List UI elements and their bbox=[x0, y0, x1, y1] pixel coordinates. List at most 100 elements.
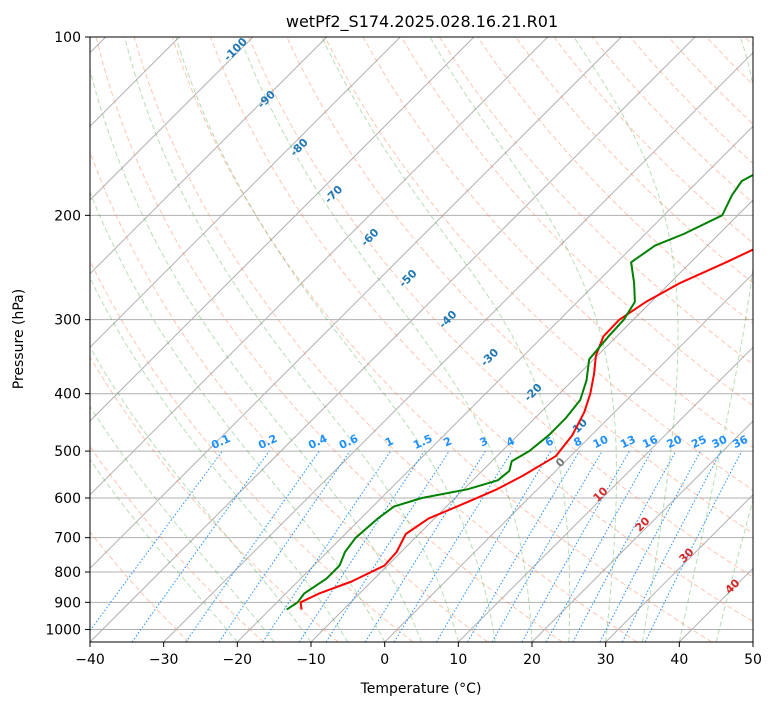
dry-adiabat-label: -90 bbox=[255, 88, 278, 111]
y-axis-label: Pressure (hPa) bbox=[11, 289, 27, 389]
x-axis: −40 −30 −20 −10 0 10 20 30 40 50 bbox=[75, 642, 762, 668]
moist-adiabat-line bbox=[678, 37, 753, 642]
mixing-ratio-label: 25 bbox=[689, 433, 708, 451]
y-tick-label: 200 bbox=[54, 208, 81, 224]
moist-adiabat-line bbox=[321, 37, 571, 642]
y-axis: 100 200 300 400 500 600 700 800 900 1000 bbox=[45, 30, 90, 638]
mixing-ratio-line bbox=[131, 450, 270, 642]
x-tick-label: −10 bbox=[296, 652, 326, 668]
mixing-ratio-line bbox=[435, 450, 552, 642]
mixing-ratio-label: 30 bbox=[710, 433, 730, 451]
mixing-ratio-line bbox=[218, 450, 351, 642]
dry-adiabat-line bbox=[171, 37, 712, 642]
mixing-ratio-label: 13 bbox=[618, 433, 637, 451]
isotherm-line bbox=[90, 37, 328, 275]
dry-adiabat-label: -40 bbox=[436, 308, 459, 331]
x-tick-label: −30 bbox=[149, 652, 179, 668]
plot-frame bbox=[89, 36, 754, 643]
dry-adiabat-label: -60 bbox=[358, 226, 381, 249]
moist-adiabat-line bbox=[239, 37, 533, 642]
mixing-ratio-line bbox=[90, 450, 223, 632]
moist-adiabat-line bbox=[573, 37, 679, 642]
x-tick-label: 30 bbox=[597, 652, 615, 668]
moist-adiabat-line bbox=[175, 37, 496, 642]
mixing-ratio-line bbox=[621, 450, 722, 642]
y-tick-label: 400 bbox=[54, 387, 81, 403]
mixing-ratio-label: 20 bbox=[665, 433, 685, 451]
dry-adiabat-label: -30 bbox=[478, 346, 501, 369]
isotherm-line bbox=[457, 346, 753, 642]
dry-adiabat-label: -70 bbox=[322, 183, 345, 206]
mixing-ratio-line bbox=[364, 450, 486, 642]
dry-adiabat-line bbox=[248, 37, 753, 578]
mixing-ratio-label: 0.4 bbox=[306, 432, 329, 452]
isotherm-line bbox=[752, 641, 753, 642]
temperature-line bbox=[299, 248, 753, 610]
x-tick-label: 50 bbox=[744, 652, 762, 668]
reference-labels: 0.1 0.2 0.4 0.6 1 1.5 2 3 4 6 8 10 13 16 20 25 30 36-100-… bbox=[209, 35, 750, 597]
dry-adiabat-line bbox=[210, 37, 753, 623]
x-tick-label: 40 bbox=[670, 652, 688, 668]
dry-adiabat-line bbox=[90, 356, 339, 642]
dry-adiabat-line bbox=[90, 531, 190, 642]
mixing-ratio-line bbox=[644, 450, 743, 642]
mixing-ratio-label: 3 bbox=[478, 434, 490, 449]
isotherm-line bbox=[90, 37, 622, 570]
moist-adiabat-label: 40 bbox=[723, 576, 743, 596]
mixing-ratio-line bbox=[393, 450, 513, 642]
y-tick-label: 900 bbox=[54, 595, 81, 611]
dry-adiabat-line bbox=[706, 37, 753, 86]
moist-adiabat-label: 30 bbox=[677, 545, 697, 565]
moist-adiabat-label: 10 bbox=[591, 484, 611, 504]
y-tick-label: 800 bbox=[54, 565, 81, 581]
moist-adiabat-line bbox=[90, 405, 275, 642]
isotherm-line bbox=[90, 37, 475, 422]
isotherm-line bbox=[310, 199, 753, 642]
isotherm-line bbox=[678, 567, 753, 642]
dry-adiabat-line bbox=[95, 37, 563, 642]
moist-adiabat-line bbox=[429, 37, 617, 642]
dry-adiabat-label: -100 bbox=[221, 35, 250, 64]
dry-adiabat-line bbox=[90, 445, 264, 642]
mixing-ratio-label: 2 bbox=[442, 434, 454, 449]
isotherm-line bbox=[531, 420, 753, 642]
moist-adiabat-line bbox=[90, 67, 422, 642]
isotherm-line bbox=[90, 37, 549, 496]
dry-adiabat-line bbox=[515, 37, 753, 284]
x-tick-label: −40 bbox=[75, 652, 105, 668]
mixing-ratio-label: 1 bbox=[383, 434, 395, 449]
reference-lines bbox=[90, 37, 753, 642]
mixing-ratio-label: 0.1 bbox=[209, 432, 232, 452]
dewpoint-line bbox=[286, 173, 753, 611]
dry-adiabat-line bbox=[400, 37, 753, 407]
dry-adiabat-line bbox=[324, 37, 753, 491]
mixing-ratio-line bbox=[298, 450, 425, 642]
y-tick-label: 1000 bbox=[45, 622, 81, 638]
dry-adiabat-line bbox=[90, 150, 488, 642]
grid-layer bbox=[90, 37, 753, 642]
mixing-ratio-label: 10 bbox=[591, 433, 611, 451]
moist-adiabat-line bbox=[715, 498, 753, 642]
dry-adiabat-label: -50 bbox=[396, 267, 419, 290]
dry-adiabat-line bbox=[744, 37, 753, 47]
mixing-ratio-line bbox=[545, 450, 653, 642]
moist-adiabat-label: 20 bbox=[633, 514, 653, 534]
mixing-ratio-line bbox=[467, 450, 580, 642]
moist-adiabat-line bbox=[90, 277, 349, 642]
mixing-ratio-line bbox=[262, 450, 392, 642]
isotherm-line bbox=[236, 125, 753, 642]
x-tick-label: 20 bbox=[523, 652, 541, 668]
dry-adiabat-label: -80 bbox=[288, 136, 311, 159]
isotherm-line bbox=[605, 493, 753, 642]
y-tick-label: 600 bbox=[54, 491, 81, 507]
isotherm-line bbox=[90, 37, 401, 349]
x-tick-label: −20 bbox=[223, 652, 253, 668]
dry-adiabat-line bbox=[133, 37, 638, 642]
y-tick-label: 100 bbox=[54, 30, 81, 46]
dry-adiabat-line bbox=[90, 259, 414, 642]
y-tick-label: 500 bbox=[54, 444, 81, 460]
isotherm-line bbox=[90, 37, 254, 201]
mixing-ratio-label: 36 bbox=[731, 433, 751, 451]
y-tick-label: 700 bbox=[54, 531, 81, 547]
